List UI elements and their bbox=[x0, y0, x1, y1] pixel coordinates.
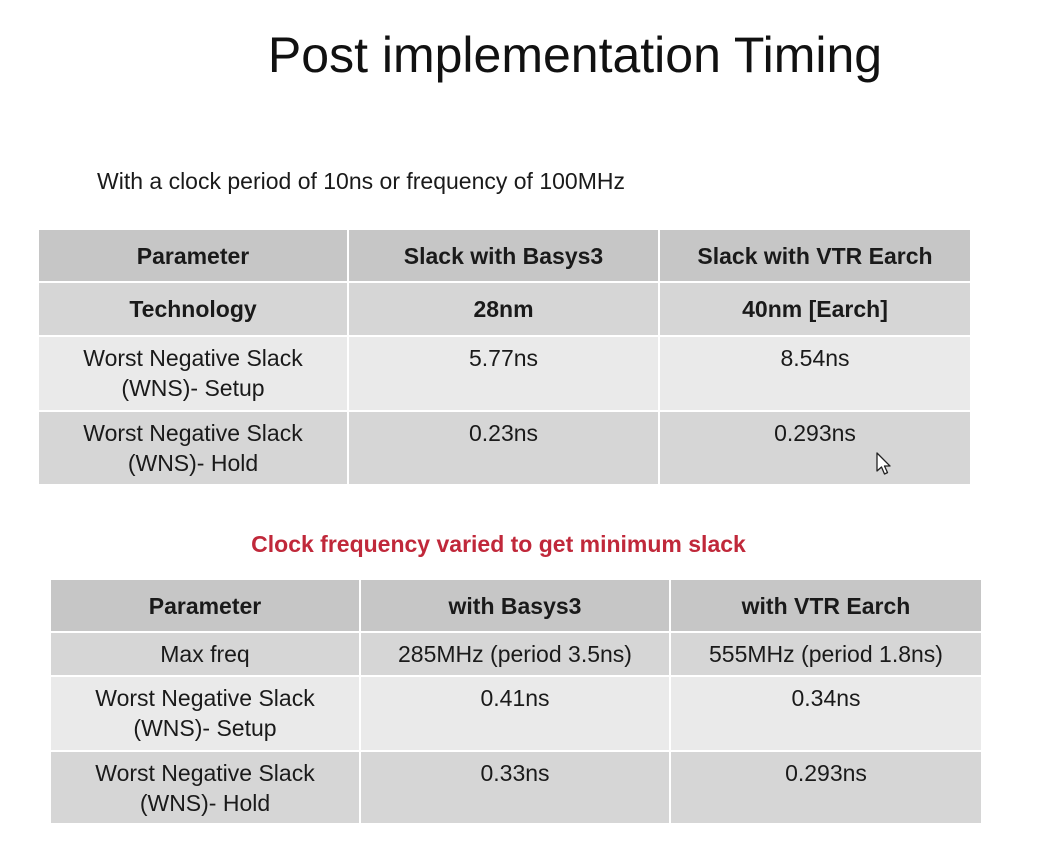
clock-period-subtitle: With a clock period of 10ns or frequency… bbox=[97, 168, 625, 194]
timing-table-100mhz: Parameter Slack with Basys3 Slack with V… bbox=[39, 230, 970, 484]
table-cell: 0.34ns bbox=[670, 676, 981, 752]
table-cell: Worst Negative Slack (WNS)- Setup bbox=[51, 676, 361, 752]
mouse-pointer-icon bbox=[876, 452, 891, 475]
timing-table-max-freq: Parameter with Basys3 with VTR Earch Max… bbox=[51, 580, 981, 823]
table-row-wns-setup: Worst Negative Slack (WNS)- Setup 0.41ns … bbox=[51, 676, 981, 752]
section-heading-min-slack: Clock frequency varied to get minimum sl… bbox=[251, 531, 746, 557]
column-header-vtr-earch: with VTR Earch bbox=[670, 580, 981, 633]
table-row-wns-hold: Worst Negative Slack (WNS)- Hold 0.33ns 0… bbox=[51, 751, 981, 823]
column-header-parameter: Parameter bbox=[51, 580, 361, 633]
table-cell: 285MHz (period 3.5ns) bbox=[360, 632, 671, 677]
table-cell: 0.41ns bbox=[360, 676, 671, 752]
slide-title: Post implementation Timing bbox=[267, 27, 883, 83]
table-cell: Worst Negative Slack (WNS)- Hold bbox=[51, 751, 361, 823]
table-row-wns-hold: Worst Negative Slack (WNS)- Hold 0.23ns 0… bbox=[39, 411, 970, 484]
column-header-basys3: with Basys3 bbox=[360, 580, 671, 633]
table-header-row: Parameter with Basys3 with VTR Earch bbox=[51, 580, 981, 633]
column-header-vtr-earch: Slack with VTR Earch bbox=[659, 230, 970, 283]
table-cell: 40nm [Earch] bbox=[659, 282, 970, 337]
table-cell: Max freq bbox=[51, 632, 361, 677]
table-cell: 0.293ns bbox=[659, 411, 970, 484]
table-cell: 28nm bbox=[348, 282, 660, 337]
table-cell: 555MHz (period 1.8ns) bbox=[670, 632, 981, 677]
table-cell: 5.77ns bbox=[348, 336, 660, 412]
table-cell: 8.54ns bbox=[659, 336, 970, 412]
table-cell: 0.293ns bbox=[670, 751, 981, 823]
table-cell: Worst Negative Slack (WNS)- Setup bbox=[39, 336, 349, 412]
table-cell: 0.33ns bbox=[360, 751, 671, 823]
table-header-row: Parameter Slack with Basys3 Slack with V… bbox=[39, 230, 970, 283]
table-row-technology: Technology 28nm 40nm [Earch] bbox=[39, 282, 970, 337]
table-cell: Technology bbox=[39, 282, 349, 337]
table-row-wns-setup: Worst Negative Slack (WNS)- Setup 5.77ns … bbox=[39, 336, 970, 412]
column-header-parameter: Parameter bbox=[39, 230, 349, 283]
column-header-basys3: Slack with Basys3 bbox=[348, 230, 660, 283]
table-cell: 0.23ns bbox=[348, 411, 660, 484]
table-cell: Worst Negative Slack (WNS)- Hold bbox=[39, 411, 349, 484]
table-row-max-freq: Max freq 285MHz (period 3.5ns) 555MHz (p… bbox=[51, 632, 981, 677]
